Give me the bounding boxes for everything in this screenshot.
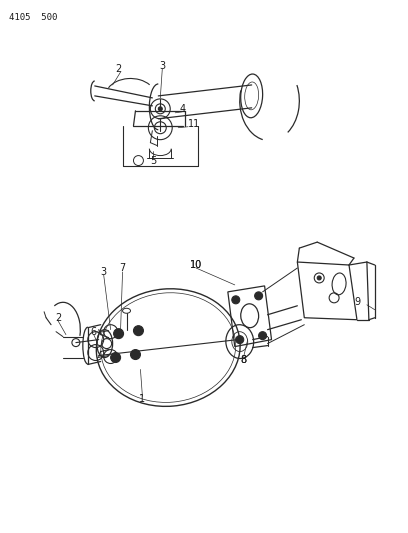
Text: 5: 5 [150,156,157,166]
Text: 11: 11 [188,119,200,129]
Text: 9: 9 [354,297,360,307]
Text: 4105  500: 4105 500 [9,13,58,22]
Circle shape [236,336,244,344]
Circle shape [259,332,266,340]
Text: 3: 3 [159,61,165,71]
Text: 1: 1 [140,394,146,405]
Circle shape [111,352,121,362]
Text: 3: 3 [101,267,107,277]
Text: 2: 2 [115,64,122,74]
Circle shape [113,329,124,338]
Circle shape [255,292,263,300]
Text: 7: 7 [120,263,126,273]
Text: 10: 10 [190,260,202,270]
Circle shape [158,107,162,111]
Circle shape [133,326,144,336]
Text: 8: 8 [241,354,247,365]
Text: 4: 4 [179,104,185,114]
Text: 6: 6 [91,327,97,337]
Circle shape [232,296,240,304]
Text: 2: 2 [55,313,61,323]
Circle shape [131,350,140,360]
Text: 10: 10 [190,260,202,270]
Text: 8: 8 [241,354,247,365]
Circle shape [317,276,321,280]
